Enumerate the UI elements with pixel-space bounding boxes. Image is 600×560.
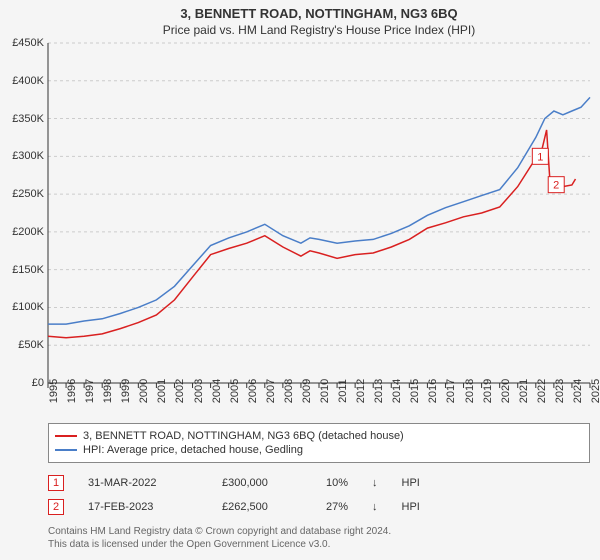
x-tick-label: 2010 [319,379,331,403]
down-arrow-icon: ↓ [372,477,378,489]
legend: 3, BENNETT ROAD, NOTTINGHAM, NG3 6BQ (de… [48,423,590,463]
chart-title: 3, BENNETT ROAD, NOTTINGHAM, NG3 6BQ [48,6,590,21]
x-tick-label: 2008 [283,379,295,403]
x-tick-label: 1995 [48,379,60,403]
y-tick-label: £100K [12,301,44,313]
legend-label: HPI: Average price, detached house, Gedl… [83,444,303,456]
svg-text:1: 1 [537,151,543,163]
y-tick-label: £400K [12,75,44,87]
y-tick-label: £250K [12,188,44,200]
x-tick-label: 2020 [500,379,512,403]
x-tick-label: 2002 [174,379,186,403]
x-tick-label: 2013 [373,379,385,403]
sale-row: 2 17-FEB-2023 £262,500 27% ↓ HPI [48,495,590,519]
chart-subtitle: Price paid vs. HM Land Registry's House … [48,23,590,37]
x-tick-label: 1997 [84,379,96,403]
x-tick-label: 2000 [138,379,150,403]
x-tick-label: 2018 [464,379,476,403]
footer: Contains HM Land Registry data © Crown c… [48,525,590,551]
legend-label: 3, BENNETT ROAD, NOTTINGHAM, NG3 6BQ (de… [83,430,404,442]
y-tick-label: £50K [18,339,44,351]
svg-text:2: 2 [553,180,559,192]
chart-titles: 3, BENNETT ROAD, NOTTINGHAM, NG3 6BQ Pri… [48,6,590,37]
sales-table: 1 31-MAR-2022 £300,000 10% ↓ HPI 2 17-FEB-2023 £… [48,471,590,519]
legend-item: HPI: Average price, detached house, Gedl… [55,444,583,456]
x-tick-label: 2004 [211,379,223,403]
x-axis-labels: 1995199619971998199920002001200220032004… [48,385,590,419]
footer-line-2: This data is licensed under the Open Gov… [48,538,590,551]
x-tick-label: 1998 [102,379,114,403]
x-tick-label: 2006 [247,379,259,403]
x-tick-label: 2023 [554,379,566,403]
legend-swatch [55,449,77,451]
x-tick-label: 2005 [229,379,241,403]
sale-price: £262,500 [222,501,302,513]
x-tick-label: 2022 [536,379,548,403]
x-tick-label: 2024 [572,379,584,403]
legend-swatch [55,435,77,437]
x-tick-label: 2012 [355,379,367,403]
sale-row: 1 31-MAR-2022 £300,000 10% ↓ HPI [48,471,590,495]
x-tick-label: 2017 [445,379,457,403]
x-tick-label: 2025 [590,379,600,403]
x-tick-label: 1999 [120,379,132,403]
x-tick-label: 2003 [193,379,205,403]
sale-delta: 10% [326,477,348,489]
legend-item: 3, BENNETT ROAD, NOTTINGHAM, NG3 6BQ (de… [55,430,583,442]
down-arrow-icon: ↓ [372,501,378,513]
sale-delta: 27% [326,501,348,513]
sale-ref: HPI [402,477,420,489]
line-chart: 12 [48,43,590,383]
footer-line-1: Contains HM Land Registry data © Crown c… [48,525,590,538]
sale-date: 31-MAR-2022 [88,477,198,489]
sale-marker: 1 [48,475,64,491]
y-tick-label: £300K [12,150,44,162]
x-tick-label: 2019 [482,379,494,403]
y-tick-label: £0 [32,377,44,389]
x-tick-label: 2016 [427,379,439,403]
y-tick-label: £450K [12,37,44,49]
sale-date: 17-FEB-2023 [88,501,198,513]
x-tick-label: 2021 [518,379,530,403]
x-tick-label: 2015 [409,379,421,403]
x-tick-label: 2007 [265,379,277,403]
sale-ref: HPI [402,501,420,513]
x-tick-label: 1996 [66,379,78,403]
x-tick-label: 2009 [301,379,313,403]
y-tick-label: £150K [12,264,44,276]
y-tick-label: £350K [12,113,44,125]
x-tick-label: 2011 [337,379,349,403]
y-tick-label: £200K [12,226,44,238]
sale-price: £300,000 [222,477,302,489]
x-tick-label: 2014 [391,379,403,403]
chart-area: £0£50K£100K£150K£200K£250K£300K£350K£400… [48,43,590,383]
x-tick-label: 2001 [156,379,168,403]
sale-marker: 2 [48,499,64,515]
